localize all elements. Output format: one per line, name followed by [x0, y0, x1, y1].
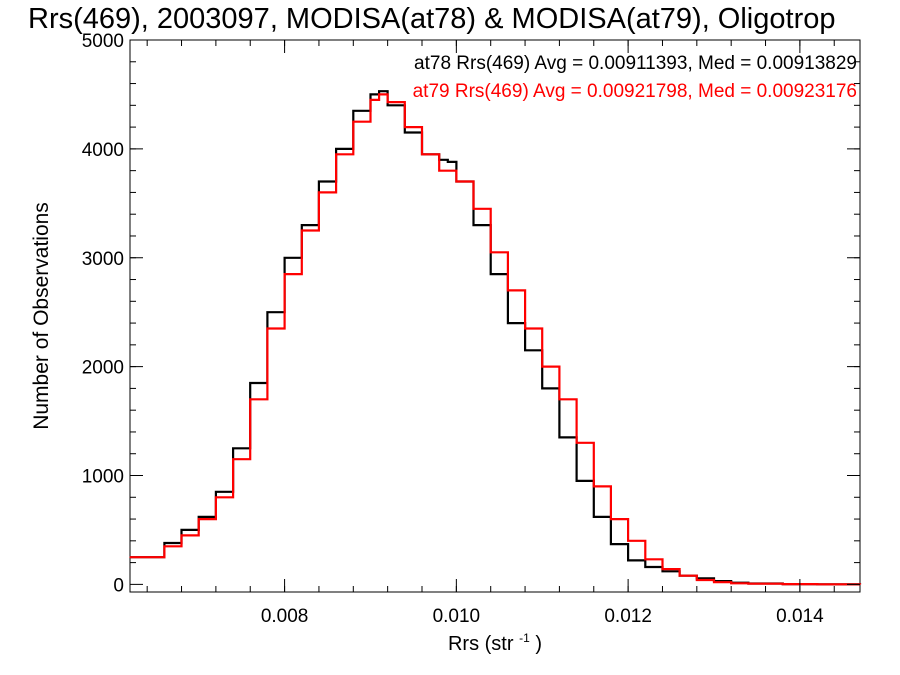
data-point-at78: [558, 436, 561, 438]
data-point-at79: [679, 575, 681, 577]
plot-frame: [129, 39, 861, 593]
data-point-at79: [747, 583, 750, 585]
data-point-at78: [593, 516, 595, 518]
data-point-at79: [301, 229, 303, 232]
data-point-at79: [490, 251, 492, 253]
data-point-at78: [369, 93, 372, 95]
data-point-at78: [661, 570, 664, 572]
data-point-at78: [266, 311, 268, 313]
data-point-at79: [816, 583, 818, 585]
y-axis-label: Number of Observations: [30, 202, 53, 430]
legend-entry-at78: at78 Rrs(469) Avg = 0.00911393, Med = 0.…: [414, 53, 857, 74]
x-tick-label: 0.014: [776, 606, 824, 627]
data-point-at79: [404, 126, 406, 128]
data-point-at79: [438, 170, 440, 172]
data-point-at78: [163, 542, 165, 544]
x-axis-label-text: Rrs (str: [448, 633, 514, 655]
chart-title: Rrs(469), 2003097, MODISA(at78) & MODISA…: [28, 3, 835, 35]
data-point-at79: [378, 93, 380, 95]
data-point-at79: [541, 366, 543, 368]
legend: at78 Rrs(469) Avg = 0.00911393, Med = 0.…: [413, 53, 857, 102]
data-point-at78: [447, 161, 449, 163]
series-line-at78: [130, 90, 862, 586]
data-point-at78: [215, 491, 217, 493]
x-axis-label: Rrs (str -1 ): [448, 625, 542, 655]
tick-layer: 0.008 0.010 0.012 0.014 0 1000 2000 3000 4000 500…: [82, 31, 860, 627]
data-point-at78: [378, 90, 380, 92]
data-point-at79: [730, 582, 732, 584]
data-point-at78: [644, 566, 646, 568]
data-point-at79: [524, 327, 526, 330]
data-point-at78: [198, 516, 200, 518]
data-point-at79: [284, 273, 286, 275]
series-line-at79: [130, 93, 862, 586]
data-point-at79: [661, 568, 664, 570]
data-point-at79: [180, 534, 183, 537]
data-point-at78: [301, 224, 303, 226]
data-point-at79: [352, 121, 354, 123]
y-tick-label: 0: [113, 575, 124, 596]
data-point-at78: [352, 110, 354, 112]
data-point-at79: [472, 208, 475, 210]
data-point-at78: [524, 349, 526, 351]
data-point-at78: [180, 529, 183, 531]
series-layer: [129, 90, 862, 586]
data-point-at79: [421, 153, 423, 155]
x-tick-label: 0.008: [261, 606, 309, 627]
y-tick-label: 2000: [82, 358, 124, 379]
data-point-at78: [318, 180, 320, 183]
data-point-at78: [387, 104, 389, 106]
data-point-at79: [593, 485, 595, 487]
x-tick-label: 0.010: [433, 606, 481, 627]
data-point-at79: [713, 581, 715, 583]
data-point-at79: [576, 442, 578, 444]
data-point-at78: [541, 387, 543, 389]
data-point-at78: [284, 257, 286, 259]
data-point-at78: [576, 480, 578, 482]
data-point-at79: [215, 496, 217, 498]
data-point-at79: [129, 556, 131, 558]
data-point-at79: [369, 99, 372, 101]
x-tick-label: 0.012: [604, 606, 652, 627]
data-point-at79: [387, 101, 389, 103]
data-point-at79: [249, 398, 251, 400]
data-point-at79: [558, 398, 561, 400]
data-point-at78: [490, 273, 492, 275]
data-point-at79: [782, 583, 784, 585]
data-point-at79: [455, 180, 457, 183]
data-point-at79: [266, 327, 268, 330]
legend-entry-at79: at79 Rrs(469) Avg = 0.00921798, Med = 0.…: [413, 81, 857, 102]
data-point-at78: [610, 543, 612, 545]
data-point-at79: [507, 289, 509, 291]
y-tick-label: 1000: [82, 467, 124, 488]
plot-area: 0.008 0.010 0.012 0.014 0 1000 2000 3000 4000 500…: [82, 31, 862, 627]
data-point-at78: [249, 382, 251, 384]
data-point-at78: [335, 148, 337, 150]
data-point-at79: [696, 579, 698, 581]
data-point-at79: [318, 191, 320, 193]
data-point-at78: [472, 224, 475, 226]
data-point-at79: [627, 540, 629, 542]
data-point-at79: [644, 558, 646, 560]
y-tick-label: 3000: [82, 249, 124, 270]
data-point-at79: [610, 518, 612, 520]
data-point-at78: [404, 131, 406, 134]
y-tick-label: 5000: [82, 31, 124, 52]
data-point-at78: [232, 447, 234, 449]
data-point-at79: [163, 545, 165, 547]
y-tick-label: 4000: [82, 140, 124, 161]
x-axis-label-close: ): [535, 633, 542, 655]
x-axis-label-superscript: -1: [519, 631, 530, 645]
data-point-at79: [335, 153, 337, 155]
data-point-at78: [627, 559, 629, 562]
data-point-at78: [507, 322, 509, 324]
data-point-at79: [198, 518, 200, 520]
data-point-at79: [232, 458, 234, 460]
